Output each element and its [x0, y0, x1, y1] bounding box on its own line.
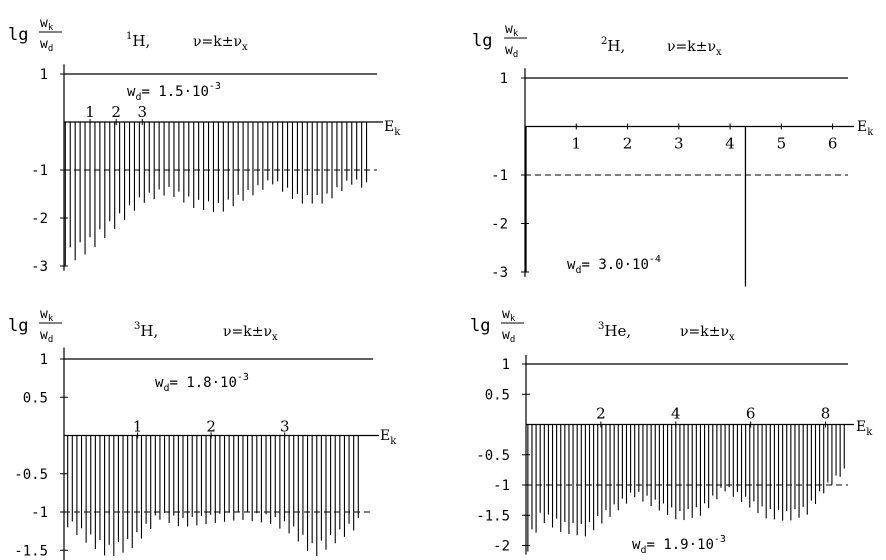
- reference-lines: [524, 68, 854, 277]
- y-tick-label: -2: [493, 539, 510, 555]
- nu-formula: ν=k±νx: [680, 324, 735, 343]
- reference-lines: [63, 347, 379, 560]
- y-axis-label: lg wk wd: [470, 307, 524, 345]
- y-tick-label: 1: [500, 71, 508, 87]
- reference-lines: [63, 64, 383, 271]
- x-ticks: 1 2 3 4 5 6: [571, 123, 838, 153]
- nucleus-label: 1H,: [126, 31, 150, 50]
- wd-annotation: wd= 1.9·10-3: [632, 534, 726, 556]
- y-axis-label: lg wk wd: [472, 22, 527, 60]
- y-tick-label: 1: [40, 67, 48, 83]
- x-axis-label: Ek: [380, 428, 397, 447]
- y-tick-label: 1: [40, 352, 48, 368]
- y-ticks: 1 0.5 -0.5 -1 -1.5: [14, 352, 68, 559]
- x-tick-label: 1: [133, 418, 143, 436]
- panel-3H: lg wk wd 3H, ν=k±νx wd= 1.8·10-3 Ek 1 0.5…: [8, 307, 397, 560]
- x-tick-label: 3: [137, 103, 147, 121]
- x-axis-label: Ek: [856, 419, 873, 438]
- y-ticks: 1 -1 -2 -3: [31, 67, 68, 275]
- x-tick-label: 8: [821, 405, 831, 423]
- y-label-denominator: wd: [40, 37, 53, 54]
- wd-annotation: wd= 1.5·10-3: [127, 81, 221, 103]
- y-label-numerator: wk: [40, 16, 54, 33]
- x-tick-label: 2: [206, 418, 216, 436]
- y-label-prefix: lg: [472, 31, 492, 51]
- y-tick-label: -1.5: [476, 508, 510, 524]
- y-tick-label: -3: [31, 259, 48, 275]
- panel-1H: lg wk wd 1H, ν=k±νx wd= 1.5·10-3 Ek 1 -1 -…: [8, 16, 401, 275]
- x-tick-label: 2: [596, 405, 606, 423]
- x-tick-label: 5: [777, 135, 787, 153]
- x-tick-label: 3: [280, 418, 290, 436]
- panel-2H: lg wk wd 2H, ν=k±νx wd= 3.0·10-4 Ek 1 -1 -…: [472, 22, 874, 287]
- y-ticks: 1 -1 -2 -3: [491, 71, 529, 281]
- y-label-prefix: lg: [8, 25, 28, 45]
- x-tick-label: 3: [674, 135, 684, 153]
- y-label-denominator: wd: [505, 43, 518, 60]
- y-label-prefix: lg: [470, 316, 490, 336]
- x-tick-label: 4: [671, 405, 681, 423]
- nu-formula: ν=k±νx: [667, 39, 722, 58]
- y-tick-label: 0.5: [23, 390, 48, 406]
- y-axis-label: lg wk wd: [8, 16, 62, 54]
- nucleus-label: 2H,: [601, 36, 625, 55]
- wd-annotation: wd= 1.8·10-3: [155, 372, 249, 394]
- y-tick-label: -1.5: [14, 543, 48, 559]
- y-tick-label: -1: [31, 163, 48, 179]
- y-tick-label: -1: [491, 168, 508, 184]
- y-axis-label: lg wk wd: [8, 307, 62, 345]
- x-tick-label: 1: [571, 135, 581, 153]
- wd-annotation: wd= 3.0·10-4: [567, 254, 661, 276]
- x-axis-label: Ek: [857, 119, 874, 138]
- y-tick-label: -1: [493, 478, 510, 494]
- y-label-prefix: lg: [8, 316, 28, 336]
- y-tick-label: -0.5: [476, 448, 510, 464]
- spikes: [525, 126, 747, 287]
- x-tick-label: 2: [111, 103, 121, 121]
- x-axis-label: Ek: [384, 119, 401, 138]
- bars: [64, 122, 368, 266]
- y-tick-label: -1: [31, 505, 48, 521]
- y-tick-label: 0.5: [485, 387, 510, 403]
- x-tick-label: 1: [85, 103, 95, 121]
- y-label-numerator: wk: [502, 307, 516, 324]
- panel-3He: lg wk wd 3He, ν=k±νx wd= 1.9·10-3 Ek 1 0.…: [470, 307, 873, 556]
- y-label-numerator: wk: [505, 22, 519, 39]
- y-label-numerator: wk: [40, 307, 54, 324]
- nucleus-label: 3H,: [134, 321, 158, 340]
- reference-lines: [525, 354, 854, 555]
- y-tick-label: -0.5: [14, 467, 48, 483]
- y-tick-label: -2: [31, 211, 48, 227]
- y-tick-label: -2: [491, 217, 508, 233]
- y-label-denominator: wd: [502, 328, 515, 345]
- y-tick-label: 1: [502, 357, 510, 373]
- bars: [67, 435, 359, 557]
- x-tick-label: 6: [828, 135, 838, 153]
- x-tick-label: 2: [623, 135, 633, 153]
- y-tick-label: -3: [491, 265, 508, 281]
- nucleus-label: 3He,: [598, 321, 631, 340]
- x-tick-label: 6: [746, 405, 756, 423]
- bars: [527, 424, 845, 552]
- nu-formula: ν=k±νx: [193, 34, 248, 53]
- y-label-denominator: wd: [40, 328, 53, 345]
- y-ticks: 1 0.5 -0.5 -1 -1.5 -2: [476, 357, 530, 555]
- nu-formula: ν=k±νx: [223, 324, 278, 343]
- x-tick-label: 4: [725, 135, 735, 153]
